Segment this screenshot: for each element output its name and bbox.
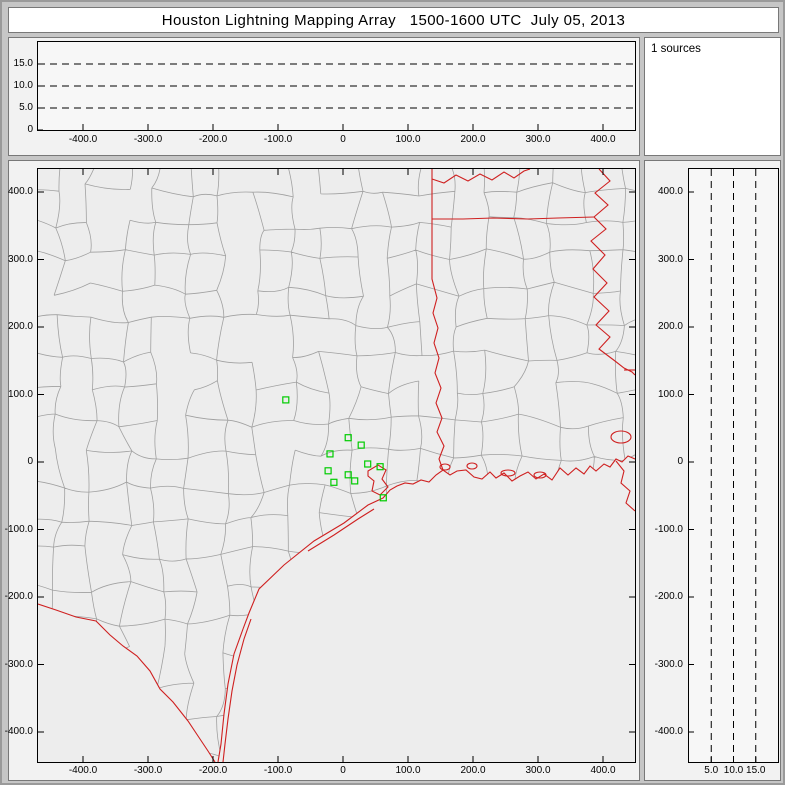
tick-label: -100.0: [654, 523, 683, 535]
tick-label: -200.0: [4, 591, 33, 602]
station-marker: [357, 441, 365, 449]
station-marker: [364, 460, 372, 468]
ew-altitude-plot[interactable]: [37, 41, 636, 131]
tick-label: -400.0: [68, 765, 98, 776]
ns-altitude-plot[interactable]: [688, 168, 779, 763]
tick-label: 200.0: [657, 321, 683, 332]
tick-label: -300.0: [654, 658, 683, 670]
tick-label: -200.0: [198, 765, 228, 776]
tick-label: 10.0: [723, 765, 744, 776]
station-marker: [351, 477, 359, 485]
station-marker: [376, 463, 384, 471]
state-borders-coastline: [38, 169, 635, 762]
tick-label: 400.0: [7, 186, 33, 197]
plan-view-panel: -400.0 -300.0 -200.0 -100.0 0 100.0 200.0 300.0…: [4, 160, 640, 781]
map-axis-ticks: [38, 169, 635, 762]
tick-label: -300.0: [133, 134, 163, 145]
tick-label: -400.0: [68, 134, 98, 145]
tick-label: 15.0: [746, 765, 766, 776]
tick-label: 0: [677, 456, 683, 467]
ew-axis-ticks: [38, 63, 604, 130]
tick-label: -400.0: [654, 726, 683, 737]
tick-label: 0: [27, 124, 33, 135]
tick-label: 400.0: [657, 186, 683, 197]
tick-label: -100.0: [263, 134, 293, 145]
tick-label: 400.0: [590, 134, 616, 145]
title-bar: Houston Lightning Mapping Array 1500-160…: [8, 7, 779, 33]
tick-label: 100.0: [395, 765, 421, 776]
station-marker: [344, 471, 352, 479]
ns-altitude-panel: 5.0 10.0 15.0 400.0 300.0 200.0 100.0 0 -100.0 -2…: [644, 160, 781, 781]
map-background: [38, 169, 635, 762]
ns-axis-ticks: [689, 191, 757, 762]
tick-label: 200.0: [460, 765, 486, 776]
tick-label: 10.0: [13, 80, 33, 91]
tick-label: 100.0: [7, 388, 33, 400]
lma-stations: [282, 396, 387, 502]
tick-label: -300.0: [133, 765, 163, 776]
station-marker: [379, 494, 387, 502]
tick-label: 300.0: [657, 253, 683, 265]
station-marker: [324, 467, 332, 475]
tick-label: 0: [340, 134, 346, 145]
tick-label: 100.0: [395, 134, 421, 145]
tick-label: -200.0: [654, 591, 683, 602]
tick-label: 100.0: [657, 388, 683, 400]
tick-label: 15.0: [13, 58, 33, 69]
station-marker: [344, 434, 352, 442]
plan-view-canvas: [38, 169, 635, 762]
tick-label: -300.0: [4, 658, 33, 670]
ew-altitude-panel: -400.0 -300.0 -200.0 -100.0 0 100.0 200.0 300.0…: [8, 37, 640, 156]
tick-label: -400.0: [4, 726, 33, 737]
tick-label: 0: [27, 456, 33, 467]
tick-label: 300.0: [525, 765, 551, 776]
station-marker: [330, 478, 338, 486]
page-title: Houston Lightning Mapping Array 1500-160…: [161, 11, 626, 29]
sources-count-panel: 1 sources: [644, 37, 781, 156]
tick-label: 300.0: [7, 253, 33, 265]
ns-altitude-canvas: [689, 169, 778, 762]
station-marker: [282, 396, 290, 404]
plan-view-map[interactable]: [37, 168, 636, 763]
tick-label: 200.0: [460, 134, 486, 145]
tick-label: 5.0: [19, 102, 33, 113]
tick-label: -100.0: [4, 523, 33, 535]
ew-altitude-canvas: [38, 42, 635, 130]
tick-label: 0: [340, 765, 346, 776]
sources-count-label: 1 sources: [651, 43, 701, 55]
tick-label: -100.0: [263, 765, 293, 776]
tick-label: -200.0: [198, 134, 228, 145]
tick-label: 400.0: [590, 765, 616, 776]
station-marker: [326, 450, 334, 458]
tick-label: 5.0: [704, 765, 719, 776]
tick-label: 200.0: [7, 321, 33, 332]
tick-label: 300.0: [525, 134, 551, 145]
